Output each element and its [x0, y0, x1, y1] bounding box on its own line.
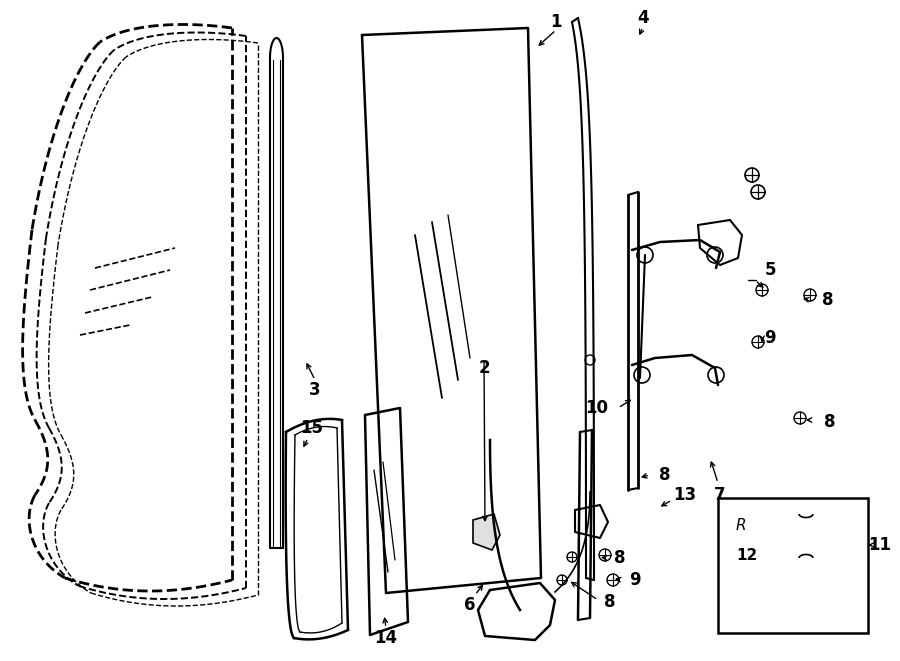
Circle shape — [585, 355, 595, 365]
Text: 3: 3 — [310, 381, 320, 399]
Text: 12: 12 — [736, 547, 757, 563]
Text: 9: 9 — [764, 329, 776, 347]
Text: 7: 7 — [715, 486, 725, 504]
Text: 5: 5 — [764, 261, 776, 279]
Text: 8: 8 — [604, 593, 616, 611]
Text: 2: 2 — [478, 359, 490, 377]
Text: 10: 10 — [586, 399, 608, 417]
Text: 11: 11 — [868, 536, 892, 554]
Text: 8: 8 — [659, 466, 670, 484]
Text: 13: 13 — [673, 486, 697, 504]
FancyBboxPatch shape — [718, 498, 868, 633]
Text: 8: 8 — [824, 413, 836, 431]
Text: 8: 8 — [614, 549, 626, 567]
Text: 6: 6 — [464, 596, 476, 614]
Polygon shape — [473, 514, 500, 550]
Text: 15: 15 — [301, 419, 323, 437]
Text: 4: 4 — [637, 9, 649, 27]
Text: R: R — [736, 518, 747, 533]
Text: 9: 9 — [629, 571, 641, 589]
Text: 1: 1 — [550, 13, 562, 31]
Text: 14: 14 — [374, 629, 398, 647]
Text: 8: 8 — [823, 291, 833, 309]
